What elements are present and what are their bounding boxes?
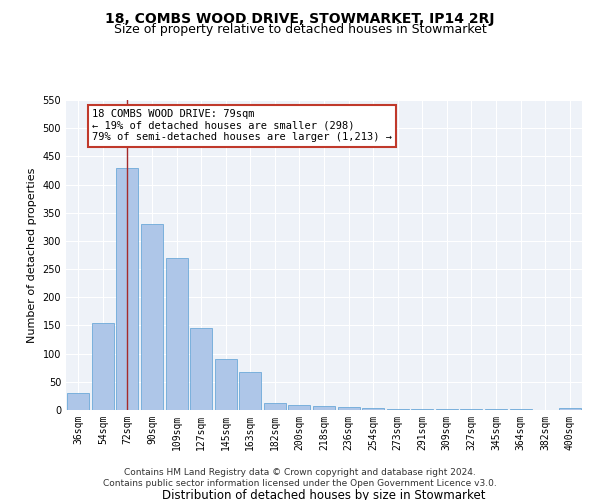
Text: 18 COMBS WOOD DRIVE: 79sqm
← 19% of detached houses are smaller (298)
79% of sem: 18 COMBS WOOD DRIVE: 79sqm ← 19% of deta… bbox=[92, 110, 392, 142]
Bar bbox=[386, 409, 409, 410]
Bar bbox=[559, 408, 581, 410]
Bar bbox=[362, 408, 384, 410]
Text: Contains HM Land Registry data © Crown copyright and database right 2024.
Contai: Contains HM Land Registry data © Crown c… bbox=[103, 468, 497, 487]
Bar bbox=[215, 360, 237, 410]
Bar bbox=[141, 224, 163, 410]
Bar bbox=[92, 322, 114, 410]
Text: 18, COMBS WOOD DRIVE, STOWMARKET, IP14 2RJ: 18, COMBS WOOD DRIVE, STOWMARKET, IP14 2… bbox=[105, 12, 495, 26]
Bar bbox=[190, 328, 212, 410]
Bar bbox=[67, 393, 89, 410]
Bar bbox=[239, 372, 262, 410]
Bar bbox=[166, 258, 188, 410]
Y-axis label: Number of detached properties: Number of detached properties bbox=[27, 168, 37, 342]
Text: Size of property relative to detached houses in Stowmarket: Size of property relative to detached ho… bbox=[113, 24, 487, 36]
X-axis label: Distribution of detached houses by size in Stowmarket: Distribution of detached houses by size … bbox=[162, 489, 486, 500]
Bar bbox=[313, 406, 335, 410]
Bar bbox=[116, 168, 139, 410]
Bar bbox=[264, 402, 286, 410]
Bar bbox=[289, 405, 310, 410]
Bar bbox=[338, 407, 359, 410]
